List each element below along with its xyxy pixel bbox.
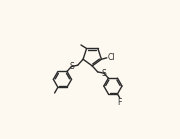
Text: S: S — [69, 62, 74, 71]
Text: Cl: Cl — [107, 53, 115, 62]
Text: F: F — [118, 98, 122, 107]
Text: S: S — [102, 69, 106, 78]
